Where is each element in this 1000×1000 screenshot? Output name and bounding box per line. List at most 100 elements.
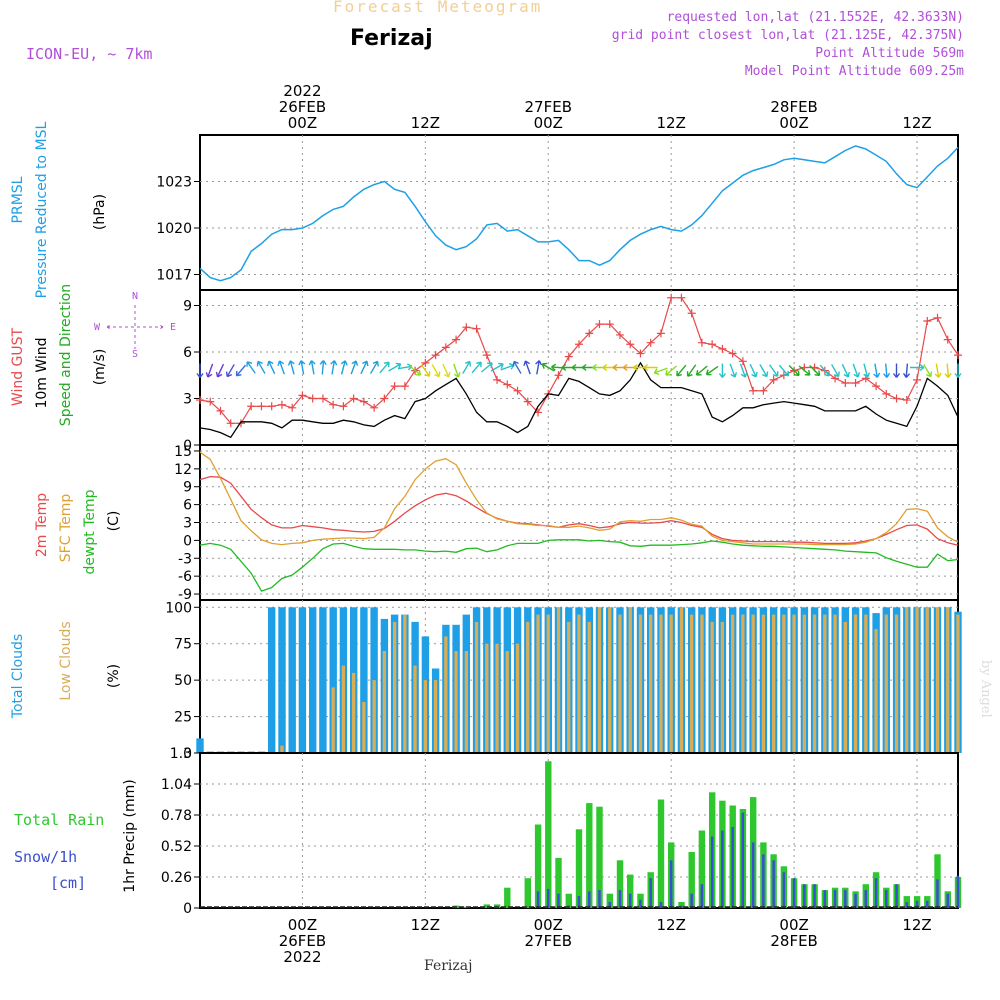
total-cloud-bar [288, 607, 296, 753]
y-tick-label: 75 [174, 637, 192, 653]
time-tick-label: 12Z [902, 114, 931, 132]
time-tick-label: 00Z [779, 114, 808, 132]
rain-bar [504, 887, 511, 908]
temp-line-1 [199, 451, 959, 546]
time-tick-label: 27FEB [525, 932, 572, 950]
wind-direction-arrow [718, 363, 726, 378]
snow-bar [946, 893, 949, 908]
gust-marker [913, 375, 922, 384]
wind-direction-arrow [409, 365, 422, 376]
snow-bar [885, 890, 888, 908]
wind-direction-arrow [798, 365, 811, 376]
wind-direction-arrow [902, 363, 911, 378]
wind-direction-arrow [944, 363, 952, 378]
y-tick-label: 6 [183, 498, 192, 514]
wind-direction-arrow [330, 360, 338, 375]
wind-direction-arrow [420, 364, 431, 377]
gust-marker [277, 400, 286, 409]
wind-direction-arrow [676, 364, 687, 377]
panel-label: Speed and Direction [58, 284, 74, 426]
time-tick-label: 26FEB [279, 932, 326, 950]
low-cloud-bar [812, 614, 817, 753]
header-model: ICON-EU, ~ 7km [26, 45, 153, 63]
wind-direction-arrow [665, 365, 678, 376]
total-cloud-bar [360, 607, 368, 753]
wind-direction-arrow [788, 365, 800, 377]
gust-marker [472, 324, 481, 333]
gust-marker [923, 317, 932, 325]
gust-marker [902, 396, 911, 405]
snow-bar [690, 893, 693, 908]
y-tick-label: 1.04 [161, 777, 192, 793]
gust-marker [390, 382, 399, 391]
gust-marker [257, 402, 266, 411]
time-tick-label: 00Z [779, 916, 808, 934]
snow-bar [813, 884, 816, 908]
wind-direction-arrow [873, 363, 881, 378]
low-cloud-bar [710, 621, 714, 753]
gust-marker [595, 320, 604, 329]
wind-direction-arrow [653, 367, 668, 376]
low-cloud-bar [833, 614, 837, 753]
low-cloud-bar [843, 621, 847, 753]
wind-direction-arrow [350, 360, 359, 375]
time-tick-label: 12Z [657, 114, 686, 132]
header-model-altitude: Model Point Altitude 609.25m [744, 64, 964, 79]
total-cloud-bar [319, 607, 327, 753]
wind-direction-arrow [749, 363, 758, 378]
low-cloud-bar [864, 614, 868, 753]
gust-marker [196, 396, 204, 405]
y-tick-label: 25 [174, 710, 192, 726]
low-cloud-bar [823, 614, 827, 753]
panel-temp: -9 -6 -3 03 6 9 12 15 2m Temp SFC Temp dewpt Temp (… [34, 444, 959, 603]
wind-direction-arrow [256, 360, 266, 374]
panel-label: dewpt Temp [82, 489, 98, 574]
gust-marker [728, 349, 737, 358]
low-cloud-bar [874, 629, 878, 753]
wind-direction-arrow [729, 363, 738, 378]
low-cloud-bar [393, 621, 397, 753]
y-tick-label: 0.78 [161, 808, 192, 824]
header-grid-coords: grid point closest lon,lat (21.125E, 42.… [611, 28, 964, 43]
snow-bar [833, 890, 837, 908]
compass-rose: N S W E [94, 291, 176, 360]
gust-marker [216, 406, 225, 415]
compass-e: E [170, 322, 176, 333]
low-cloud-bar [679, 607, 684, 753]
gust-marker [513, 386, 522, 395]
wind-direction-arrow [883, 363, 891, 378]
total-cloud-bar [196, 738, 204, 753]
wind-direction-arrow [695, 365, 708, 376]
low-cloud-bar [649, 614, 653, 753]
temp-line-0 [199, 475, 959, 546]
gust-marker [206, 397, 215, 406]
y-tick-label: 1023 [156, 175, 192, 191]
y-tick-label: 0 [183, 533, 192, 549]
snow-bar [864, 890, 867, 908]
snow-bar [905, 902, 908, 908]
gust-marker [708, 340, 717, 349]
y-tick-label: 3 [183, 516, 192, 532]
wind-direction-arrow [196, 363, 204, 378]
low-cloud-bar [935, 607, 940, 753]
snow-bar [721, 830, 724, 908]
gust-marker [677, 293, 686, 302]
snow-bar [874, 878, 878, 908]
panel-label: 2m Temp [34, 493, 50, 557]
wind-direction-arrow [277, 360, 285, 375]
y-tick-label: -9 [178, 587, 192, 603]
y-tick-label: 12 [174, 462, 192, 478]
time-tick-label: 12Z [902, 916, 931, 934]
snow-bar [598, 890, 601, 908]
low-cloud-bar [423, 680, 427, 753]
gust-marker [954, 351, 962, 360]
y-tick-label: 15 [174, 444, 192, 460]
snow-bar [762, 854, 765, 908]
wind-direction-arrow [308, 360, 316, 375]
panel-wind: 0 3 6 9 Wind GUST 10m Wind Speed and Direction… [10, 284, 962, 454]
wind-direction-arrow [535, 360, 543, 375]
gust-marker [523, 397, 532, 406]
wind-direction-arrow [769, 364, 779, 377]
